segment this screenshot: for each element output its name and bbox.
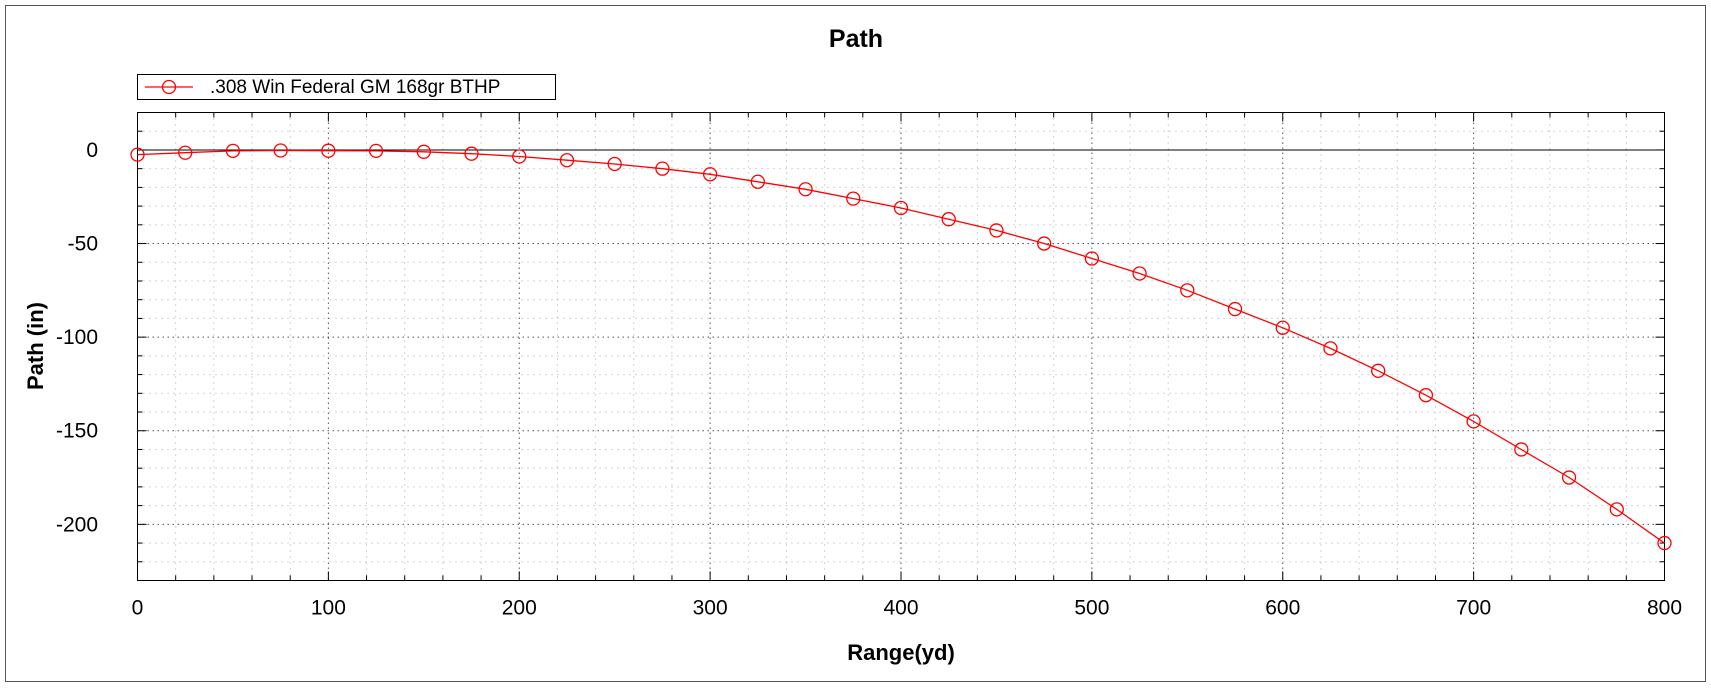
x-axis-title: Range(yd) [847, 640, 955, 665]
axis-tick-labels: 0 100 200 300 400 500 600 700 800 0 -50 -100 -150 -20… [56, 139, 1682, 620]
series-line [137, 149, 1665, 544]
data-point-marker [1275, 320, 1290, 335]
data-point-marker [1561, 470, 1577, 485]
x-tick-label: 400 [883, 597, 918, 620]
data-point-marker [321, 143, 336, 158]
data-point-marker [655, 161, 670, 176]
y-axis-title: Path (in) [23, 302, 48, 390]
legend-box [137, 74, 556, 100]
data-point-marker [941, 212, 956, 227]
legend-series-label: .308 Win Federal GM 168gr BTHP [210, 77, 500, 98]
data-point-marker [607, 156, 622, 172]
data-point-marker [559, 153, 575, 168]
y-tick-label: -200 [56, 513, 98, 536]
series-layer [130, 143, 1672, 551]
data-point-marker [178, 145, 193, 160]
data-point-marker [1466, 414, 1481, 429]
data-point-marker [702, 167, 718, 182]
data-point-marker [273, 143, 288, 158]
data-point-marker [893, 200, 909, 216]
data-point-marker [798, 182, 813, 197]
data-point-marker [464, 146, 479, 161]
data-point-marker [1418, 388, 1434, 403]
y-tick-label: -50 [68, 233, 98, 256]
data-point-marker [130, 147, 145, 162]
x-tick-label: 500 [1074, 597, 1109, 620]
data-point-marker [1132, 266, 1147, 281]
data-point-marker [1323, 341, 1338, 356]
y-tick-label: -100 [56, 326, 98, 349]
x-tick-label: 100 [311, 597, 346, 620]
data-point-marker [846, 191, 861, 206]
data-point-marker [512, 149, 527, 164]
y-tick-label: -150 [56, 420, 98, 443]
data-point-marker [1227, 301, 1243, 317]
data-point-marker [1657, 535, 1672, 551]
x-tick-label: 600 [1265, 597, 1300, 620]
chart-title: Path [829, 25, 883, 53]
x-tick-label: 300 [693, 597, 728, 620]
data-point-marker [368, 143, 384, 159]
chart-border [5, 5, 1706, 682]
legend: .308 Win Federal GM 168gr BTHP [137, 74, 556, 100]
data-point-marker [225, 143, 241, 159]
axis-ticks [137, 112, 1665, 581]
x-tick-label: 0 [132, 597, 144, 620]
legend-marker-swatch [161, 79, 177, 95]
data-point-marker [1037, 236, 1052, 251]
x-tick-label: 200 [502, 597, 537, 620]
data-point-marker [1180, 283, 1195, 298]
data-point-marker [1371, 363, 1386, 378]
data-point-marker [1609, 502, 1624, 517]
y-tick-label: 0 [86, 139, 98, 162]
x-tick-label: 800 [1647, 597, 1682, 620]
data-point-marker [416, 144, 431, 159]
data-point-marker [1084, 251, 1100, 266]
data-point-marker [989, 223, 1004, 238]
x-tick-label: 700 [1456, 597, 1491, 620]
data-point-marker [1514, 442, 1529, 457]
grid-lines [137, 112, 1665, 581]
data-point-marker [750, 174, 765, 189]
